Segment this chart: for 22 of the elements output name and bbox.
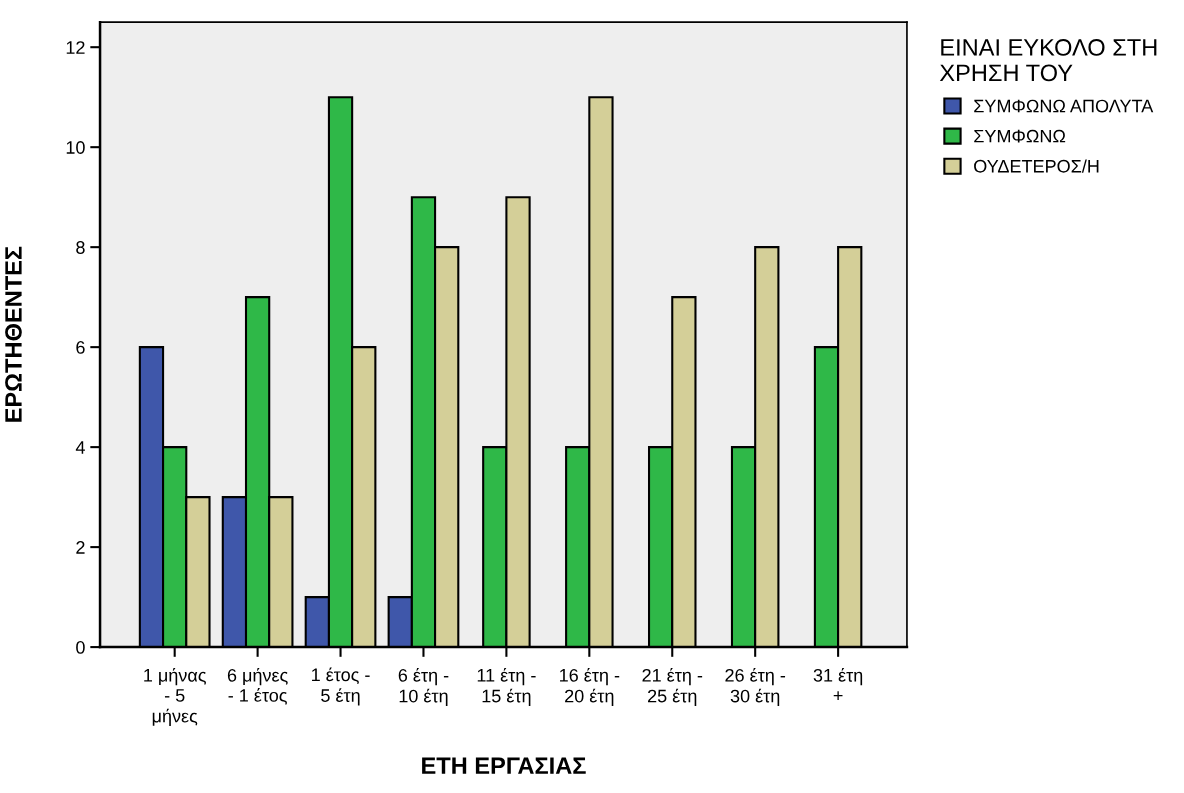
x-axis-title: ΕΤΗ ΕΡΓΑΣΙΑΣ [422, 757, 586, 774]
legend-label: ΣΥΜΦΩΝΩ [974, 129, 1066, 143]
y-tick-label: 6 [76, 341, 85, 354]
x-tick-label: 1 έτος - 5 έτη [312, 667, 370, 706]
legend-label: ΣΥΜΦΩΝΩ ΑΠΟΛΥΤΑ [974, 99, 1154, 113]
x-tick-label: 11 έτη - 15 έτη [477, 667, 536, 706]
x-tick-label: 21 έτη - 25 έτη [642, 667, 703, 706]
x-tick-label: 1 μήνας - 5 μήνες [144, 667, 206, 727]
y-axis-title: ΕΡΩΤΗΘΕΝΤΕΣ [5, 246, 22, 422]
y-tick-label: 12 [66, 41, 85, 54]
legend-label: ΟΥΔΕΤΕΡΟΣ/Η [974, 159, 1099, 173]
y-tick-label: 8 [76, 241, 85, 254]
x-tick-label: 6 μήνες - 1 έτος [227, 667, 288, 705]
x-tick-label: 6 έτη - 10 έτη [398, 667, 449, 706]
x-tick-label: 26 έτη - 30 έτη [725, 667, 786, 706]
x-tick-label: 16 έτη - 20 έτη [560, 667, 620, 706]
legend-title: ΕΙΝΑΙ ΕΥΚΟΛΟ ΣΤΗ ΧΡΗΣΗ ΤΟΥ [939, 39, 1157, 82]
x-tick-label: 31 έτη + [813, 667, 863, 701]
y-tick-label: 0 [76, 641, 85, 654]
y-tick-label: 2 [76, 541, 85, 554]
y-tick-label: 4 [75, 441, 85, 454]
y-tick-label: 10 [66, 141, 85, 154]
